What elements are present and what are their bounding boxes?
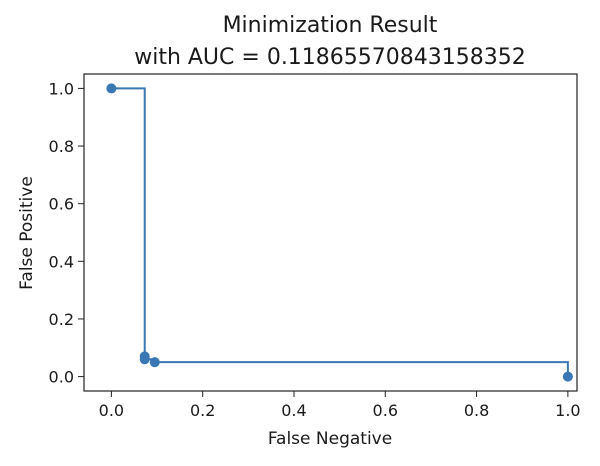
data-point xyxy=(106,83,117,94)
plot-frame xyxy=(83,73,578,392)
x-tick-label: 0.6 xyxy=(373,401,398,420)
x-tick-label: 0.8 xyxy=(464,401,489,420)
data-point xyxy=(149,357,160,368)
data-point xyxy=(562,371,573,382)
data-point xyxy=(139,354,150,365)
y-axis-label: False Positive xyxy=(17,176,37,290)
chart-title-line-2: with AUC = 0.11865570843158352 xyxy=(134,45,526,70)
y-tick-label: 0.0 xyxy=(49,368,74,387)
x-tick-label: 0.0 xyxy=(99,401,124,420)
x-axis-label: False Negative xyxy=(268,429,392,449)
x-tick-label: 0.4 xyxy=(281,401,306,420)
y-tick-label: 0.2 xyxy=(49,310,74,329)
x-tick-label: 0.2 xyxy=(190,401,215,420)
series-line xyxy=(111,87,569,377)
y-tick-label: 0.8 xyxy=(49,137,74,156)
y-tick-label: 1.0 xyxy=(49,79,74,98)
y-tick-label: 0.6 xyxy=(49,195,74,214)
chart-title-line-1: Minimization Result xyxy=(223,13,438,38)
plot-area xyxy=(106,83,573,382)
x-tick-label: 1.0 xyxy=(555,401,580,420)
axis-ticks: 0.0 0.2 0.4 0.6 0.8 1.0 0.0 0.2 0.4 0.6 0.8 1.0 xyxy=(49,79,581,420)
y-tick-label: 0.4 xyxy=(49,252,74,271)
